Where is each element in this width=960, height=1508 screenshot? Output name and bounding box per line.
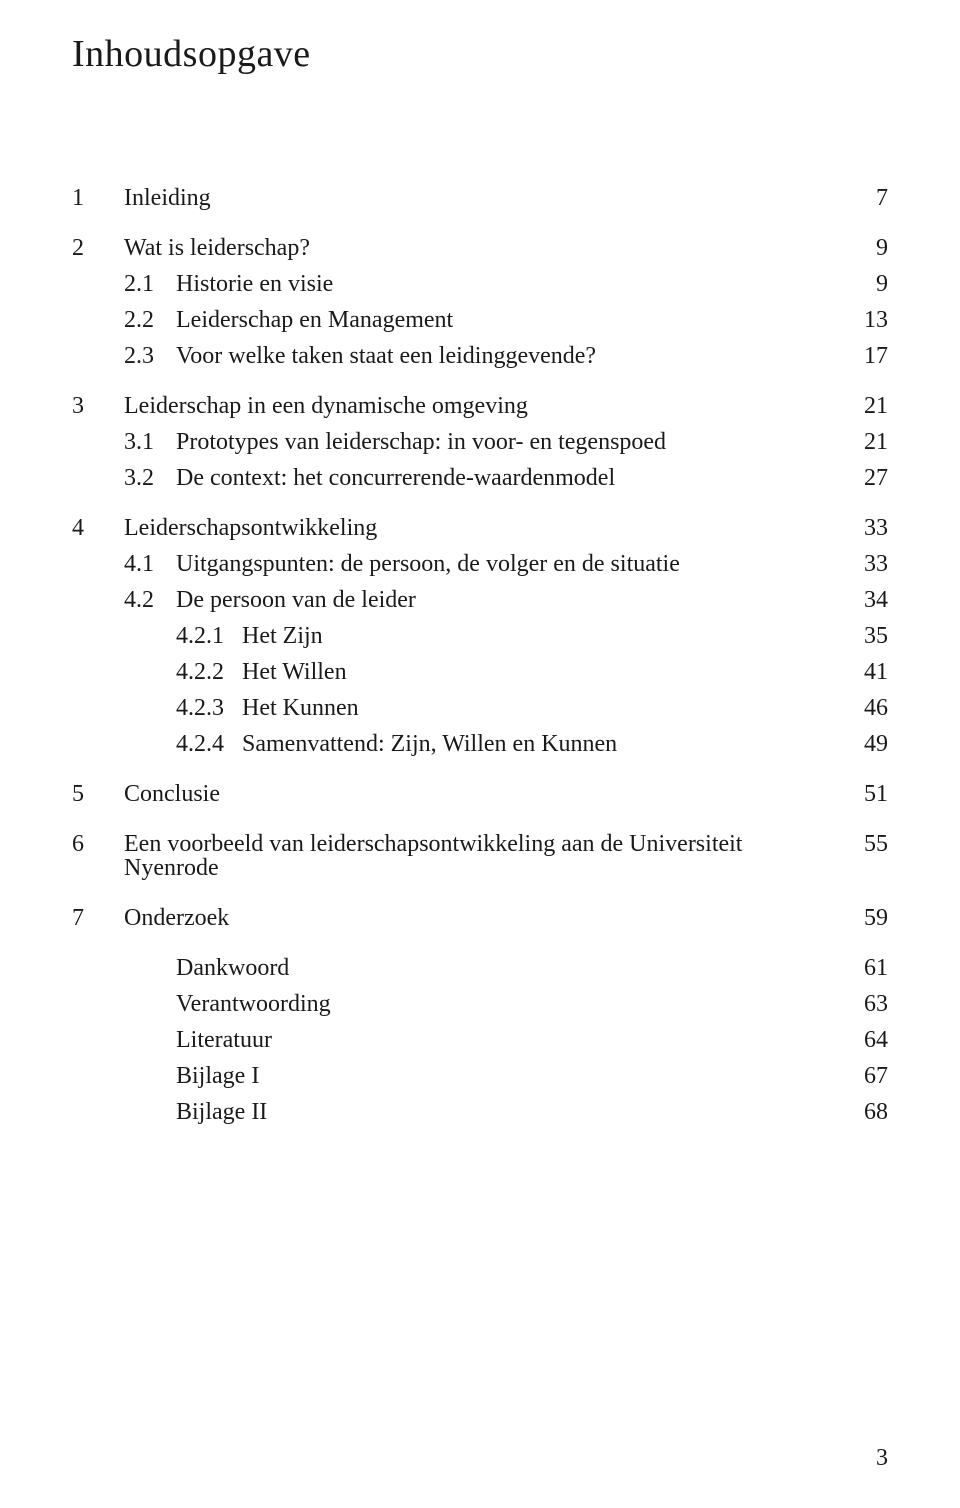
toc-row: 4.2.4Samenvattend: Zijn, Willen en Kunne… — [72, 732, 888, 756]
toc-row: 6Een voorbeeld van leiderschapsontwikkel… — [72, 832, 888, 880]
toc-row: 5Conclusie51 — [72, 782, 888, 806]
toc-row: 2.2Leiderschap en Management13 — [72, 308, 888, 332]
toc-entry-page: 49 — [840, 732, 888, 756]
toc-entry-number: 3 — [72, 394, 124, 418]
toc-entry-page: 33 — [840, 516, 888, 540]
toc-entry-number: 2.3 — [72, 344, 176, 368]
toc-entry-number: 2 — [72, 236, 124, 260]
toc-entry-page: 9 — [840, 236, 888, 260]
toc-entry-number: 4.1 — [72, 552, 176, 576]
page-number: 3 — [876, 1445, 888, 1472]
toc-entry-page: 68 — [840, 1100, 888, 1124]
toc-row: 4.1Uitgangspunten: de persoon, de volger… — [72, 552, 888, 576]
toc-entry-page: 7 — [840, 186, 888, 210]
toc-entry-text: Bijlage I — [176, 1064, 840, 1088]
toc-row: Bijlage II68 — [72, 1100, 888, 1124]
toc-row: 3Leiderschap in een dynamische omgeving2… — [72, 394, 888, 418]
toc-entry-text: De context: het concurrerende-waardenmod… — [176, 466, 840, 490]
toc-entry-number: 3.2 — [72, 466, 176, 490]
toc-row: 2.3Voor welke taken staat een leidinggev… — [72, 344, 888, 368]
toc-block: 6Een voorbeeld van leiderschapsontwikkel… — [72, 832, 888, 880]
toc-block: 2Wat is leiderschap?92.1Historie en visi… — [72, 236, 888, 368]
toc-entry-number: 3.1 — [72, 430, 176, 454]
toc-entry-page: 46 — [840, 696, 888, 720]
toc-entry-text: Samenvattend: Zijn, Willen en Kunnen — [242, 732, 840, 756]
toc-entry-page: 34 — [840, 588, 888, 612]
toc-row: 4.2.1Het Zijn35 — [72, 624, 888, 648]
toc-row: 4.2.3Het Kunnen46 — [72, 696, 888, 720]
toc-entry-number: 2.1 — [72, 272, 176, 296]
toc-row: Dankwoord61 — [72, 956, 888, 980]
toc-block: 4Leiderschapsontwikkeling334.1Uitgangspu… — [72, 516, 888, 756]
toc-entry-number: 2.2 — [72, 308, 176, 332]
toc-entry-text: Dankwoord — [176, 956, 840, 980]
toc-entry-number: 1 — [72, 186, 124, 210]
toc-entry-number: 4 — [72, 516, 124, 540]
toc-entry-text: Wat is leiderschap? — [124, 236, 840, 260]
toc-entry-number: 4.2.4 — [72, 732, 242, 756]
toc-entry-text: Bijlage II — [176, 1100, 840, 1124]
toc-entry-page: 67 — [840, 1064, 888, 1088]
toc-entry-number: 5 — [72, 782, 124, 806]
toc-row: 2Wat is leiderschap?9 — [72, 236, 888, 260]
page-title: Inhoudsopgave — [72, 32, 888, 76]
toc-entry-text: Onderzoek — [124, 906, 840, 930]
toc-row: 3.2De context: het concurrerende-waarden… — [72, 466, 888, 490]
toc-row: 4.2.2Het Willen41 — [72, 660, 888, 684]
toc-row: 4Leiderschapsontwikkeling33 — [72, 516, 888, 540]
toc-block: 3Leiderschap in een dynamische omgeving2… — [72, 394, 888, 490]
toc-entry-page: 9 — [840, 272, 888, 296]
toc-entry-text: Historie en visie — [176, 272, 840, 296]
toc-block: 1Inleiding7 — [72, 186, 888, 210]
toc-row: 2.1Historie en visie9 — [72, 272, 888, 296]
toc-entry-text: Het Willen — [242, 660, 840, 684]
toc-entry-text: Voor welke taken staat een leidinggevend… — [176, 344, 840, 368]
toc-entry-number: 4.2.2 — [72, 660, 242, 684]
toc-entry-text: Inleiding — [124, 186, 840, 210]
toc-entry-page: 55 — [840, 832, 888, 856]
toc-entry-text: Uitgangspunten: de persoon, de volger en… — [176, 552, 840, 576]
toc-entry-text: Literatuur — [176, 1028, 840, 1052]
toc-entry-text: Conclusie — [124, 782, 840, 806]
toc-entry-text: Een voorbeeld van leiderschapsontwikkeli… — [124, 832, 840, 880]
toc-entry-number: 4.2.1 — [72, 624, 242, 648]
toc-row: 7Onderzoek59 — [72, 906, 888, 930]
toc-entry-text: Leiderschap en Management — [176, 308, 840, 332]
toc-entry-text: Leiderschapsontwikkeling — [124, 516, 840, 540]
toc-entry-page: 64 — [840, 1028, 888, 1052]
toc-entry-text: Leiderschap in een dynamische omgeving — [124, 394, 840, 418]
toc-entry-page: 59 — [840, 906, 888, 930]
toc-entry-text: Prototypes van leiderschap: in voor- en … — [176, 430, 840, 454]
toc-row: Literatuur64 — [72, 1028, 888, 1052]
toc-entry-page: 27 — [840, 466, 888, 490]
toc-entry-page: 35 — [840, 624, 888, 648]
toc-entry-text: Het Zijn — [242, 624, 840, 648]
toc-entry-page: 21 — [840, 394, 888, 418]
toc-row: 4.2De persoon van de leider34 — [72, 588, 888, 612]
toc-entry-number: 7 — [72, 906, 124, 930]
toc-entry-page: 61 — [840, 956, 888, 980]
toc-block: Dankwoord61Verantwoording63Literatuur64B… — [72, 956, 888, 1124]
toc-block: 7Onderzoek59 — [72, 906, 888, 930]
toc-entry-text: Het Kunnen — [242, 696, 840, 720]
toc-row: Verantwoording63 — [72, 992, 888, 1016]
toc-row: 3.1Prototypes van leiderschap: in voor- … — [72, 430, 888, 454]
toc-row: Bijlage I67 — [72, 1064, 888, 1088]
table-of-contents: 1Inleiding72Wat is leiderschap?92.1Histo… — [72, 186, 888, 1124]
toc-entry-page: 51 — [840, 782, 888, 806]
toc-entry-text: Verantwoording — [176, 992, 840, 1016]
toc-entry-page: 63 — [840, 992, 888, 1016]
toc-entry-number: 4.2.3 — [72, 696, 242, 720]
toc-entry-text: De persoon van de leider — [176, 588, 840, 612]
toc-entry-page: 33 — [840, 552, 888, 576]
toc-entry-page: 21 — [840, 430, 888, 454]
toc-row: 1Inleiding7 — [72, 186, 888, 210]
toc-entry-page: 41 — [840, 660, 888, 684]
toc-entry-page: 13 — [840, 308, 888, 332]
toc-block: 5Conclusie51 — [72, 782, 888, 806]
toc-entry-number: 6 — [72, 832, 124, 856]
toc-entry-page: 17 — [840, 344, 888, 368]
toc-entry-number: 4.2 — [72, 588, 176, 612]
